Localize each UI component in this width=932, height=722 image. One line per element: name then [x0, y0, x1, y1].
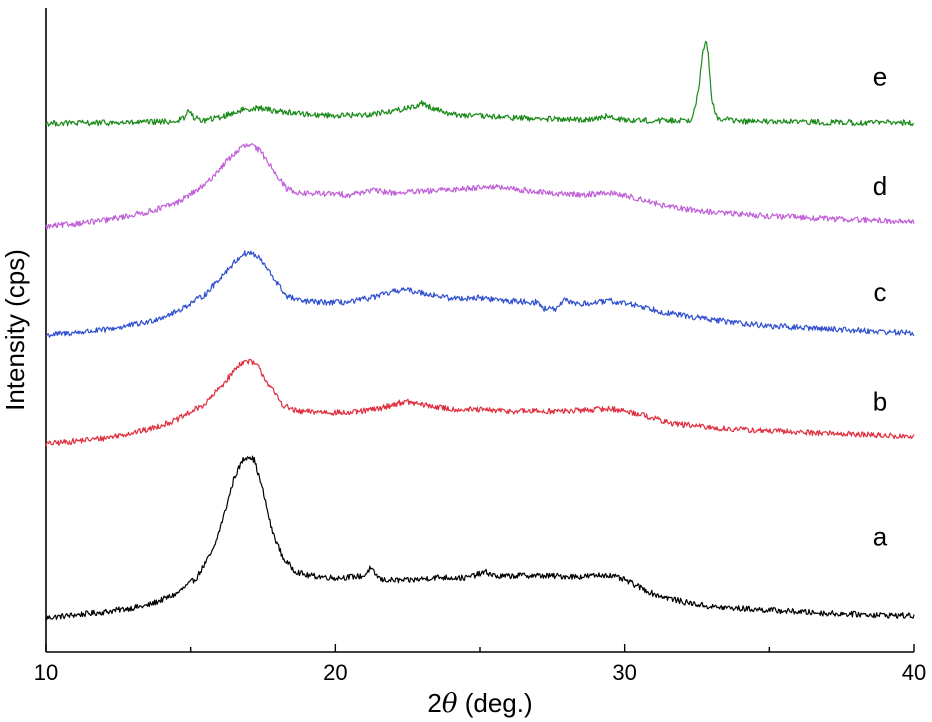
x-axis-title-symbol: θ — [442, 689, 458, 719]
series-line-b — [45, 358, 915, 447]
x-tick-label: 40 — [902, 660, 926, 685]
series-lines — [45, 40, 915, 621]
series-label-e: e — [873, 61, 887, 91]
series-line-c — [45, 250, 915, 338]
series-label-a: a — [873, 522, 888, 552]
x-axis-tick-labels: 10 20 30 40 — [34, 660, 926, 685]
series-line-a — [45, 455, 915, 621]
plot-frame — [45, 8, 914, 653]
x-axis-title-suffix: (deg.) — [457, 688, 532, 718]
x-tick-label: 10 — [34, 660, 58, 685]
y-axis-title: Intensity (cps) — [0, 249, 30, 411]
x-tick-label: 30 — [612, 660, 636, 685]
x-axis-title-prefix: 2 — [427, 688, 441, 718]
series-labels: a b c d e — [873, 61, 888, 551]
x-tick-label: 20 — [323, 660, 347, 685]
series-label-c: c — [874, 277, 887, 307]
series-label-b: b — [873, 387, 887, 417]
series-line-d — [45, 143, 915, 231]
series-label-d: d — [873, 171, 887, 201]
x-axis-title: 2θ (deg.) — [427, 688, 532, 719]
series-line-e — [45, 40, 915, 127]
x-axis-ticks — [45, 644, 915, 652]
